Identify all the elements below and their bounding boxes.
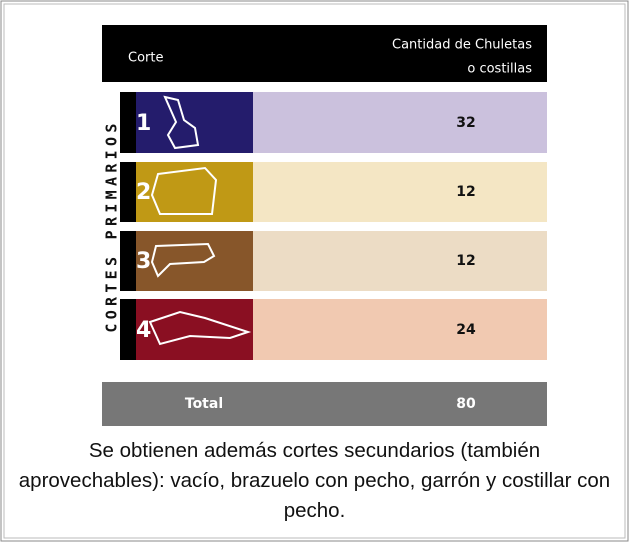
row-quantity: 32 (456, 115, 475, 131)
total-value: 80 (456, 396, 476, 412)
row-number: 4 (136, 318, 151, 343)
total-bar (102, 382, 547, 426)
header-col2: o costillas (467, 62, 532, 77)
side-label: CORTES PRIMARIOS (103, 119, 121, 332)
row-value-block (253, 162, 547, 222)
row-number-block (120, 92, 136, 153)
total-label: Total (185, 396, 223, 412)
header-col2: Cantidad de Chuletas (392, 38, 532, 53)
row-quantity: 24 (456, 322, 476, 338)
row-number: 2 (136, 180, 151, 205)
row-icon-block (136, 92, 253, 153)
page: Corte Cantidad de Chuletas o costillas C… (0, 0, 629, 542)
row-icon-block (136, 231, 253, 291)
row-value-block (253, 92, 547, 153)
row-number-block (120, 231, 136, 291)
row-number-block (120, 299, 136, 360)
header-col1: Corte (128, 51, 163, 66)
row-value-block (253, 299, 547, 360)
row-quantity: 12 (456, 253, 475, 269)
row-quantity: 12 (456, 184, 475, 200)
caption: Se obtienen además cortes secundarios (t… (14, 436, 615, 526)
row-value-block (253, 231, 547, 291)
row-number: 1 (136, 111, 151, 136)
row-number-block (120, 162, 136, 222)
row-number: 3 (136, 249, 151, 274)
